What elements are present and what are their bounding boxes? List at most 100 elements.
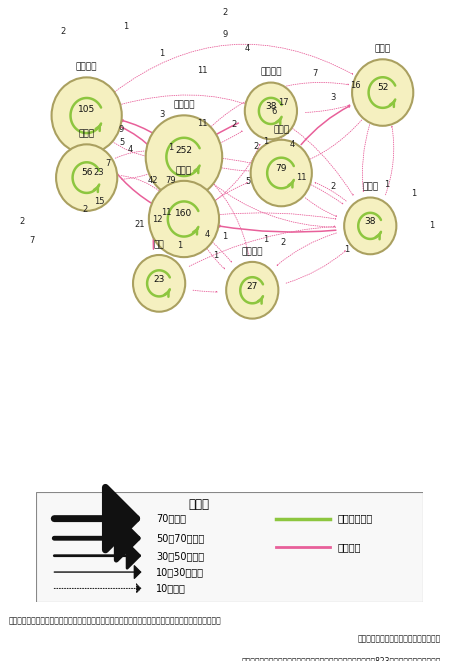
FancyArrowPatch shape: [165, 247, 166, 249]
Text: 2: 2: [231, 120, 237, 130]
Text: 11: 11: [197, 66, 208, 75]
FancyArrowPatch shape: [115, 150, 149, 158]
Text: 3: 3: [330, 93, 336, 102]
Text: 38: 38: [265, 102, 277, 111]
FancyArrowPatch shape: [120, 95, 353, 195]
Text: （注）１事業所につき、立地希望場所を最大２つ回答可能のため、ここでは単位を「件」としている。: （注）１事業所につき、立地希望場所を最大２つ回答可能のため、ここでは単位を「件」…: [9, 616, 222, 625]
Text: 資料：物流基礎調査（意向アンケート）: 資料：物流基礎調査（意向アンケート）: [358, 635, 441, 643]
Text: 大阪府下: 大阪府下: [173, 100, 195, 110]
FancyArrowPatch shape: [193, 290, 217, 292]
FancyArrowPatch shape: [286, 251, 346, 283]
Text: 7: 7: [29, 236, 34, 245]
Text: 2: 2: [254, 142, 259, 151]
FancyArrowPatch shape: [211, 241, 231, 262]
Text: 23: 23: [153, 274, 165, 284]
FancyArrowPatch shape: [177, 254, 178, 255]
Text: 79: 79: [275, 163, 287, 173]
Text: 他府県市: 他府県市: [338, 542, 361, 552]
FancyArrowPatch shape: [214, 145, 260, 202]
FancyArrowPatch shape: [386, 126, 394, 195]
Text: 9: 9: [119, 125, 124, 134]
Text: 1: 1: [177, 241, 183, 250]
FancyArrowPatch shape: [218, 213, 336, 219]
Text: 16: 16: [350, 81, 361, 90]
Text: 兵庫県下: 兵庫県下: [76, 63, 97, 71]
Text: 15: 15: [94, 197, 104, 206]
Text: 105: 105: [78, 105, 95, 114]
FancyArrowPatch shape: [177, 191, 184, 214]
Text: （新設・移転意向を回答した事業所のうち移転希望先を回答した823事業所のサンプル集計）: （新設・移転意向を回答した事業所のうち移転希望先を回答した823事業所のサンプル…: [242, 656, 441, 661]
Text: 42: 42: [148, 176, 158, 184]
Circle shape: [52, 77, 122, 154]
Text: 10～30件未満: 10～30件未満: [156, 567, 204, 577]
FancyArrowPatch shape: [184, 159, 189, 185]
Text: 11: 11: [296, 173, 307, 182]
FancyArrowPatch shape: [315, 182, 346, 201]
Text: 1: 1: [213, 251, 219, 260]
FancyArrowPatch shape: [301, 106, 350, 145]
FancyArrowPatch shape: [113, 44, 353, 93]
Text: 京都府下: 京都府下: [260, 67, 282, 77]
Text: 奈良県: 奈良県: [362, 182, 378, 192]
Text: 和歌山県: 和歌山県: [242, 247, 263, 256]
FancyArrowPatch shape: [111, 140, 149, 157]
Text: 4: 4: [204, 230, 210, 239]
Text: 2: 2: [330, 182, 336, 191]
Text: 21: 21: [134, 219, 145, 229]
Text: 12: 12: [152, 215, 163, 223]
FancyArrowPatch shape: [218, 120, 362, 171]
Text: 252: 252: [176, 146, 193, 155]
Text: 5: 5: [119, 138, 124, 147]
Circle shape: [146, 115, 222, 198]
FancyArrowPatch shape: [172, 182, 248, 251]
FancyArrowPatch shape: [306, 198, 336, 217]
Text: 2: 2: [60, 27, 66, 36]
Text: 23: 23: [94, 168, 104, 176]
FancyArrowPatch shape: [87, 116, 94, 144]
Text: 11: 11: [197, 119, 208, 128]
FancyArrowPatch shape: [216, 131, 242, 145]
FancyArrowPatch shape: [210, 181, 336, 227]
Text: 1: 1: [222, 232, 228, 241]
Text: 2: 2: [281, 237, 286, 247]
FancyArrowPatch shape: [207, 83, 348, 131]
Text: 1: 1: [263, 137, 268, 146]
FancyArrowPatch shape: [219, 158, 343, 204]
FancyBboxPatch shape: [36, 492, 423, 602]
Text: 滋賀県: 滋賀県: [374, 44, 391, 54]
FancyArrowPatch shape: [122, 120, 157, 136]
Text: 1: 1: [159, 50, 165, 58]
Text: 52: 52: [377, 83, 388, 92]
Text: 京都市: 京都市: [273, 125, 289, 134]
Text: 堪市: 堪市: [154, 240, 165, 249]
Text: 1: 1: [411, 188, 417, 198]
Text: 1: 1: [344, 245, 349, 254]
Text: 1: 1: [168, 143, 174, 152]
FancyArrowPatch shape: [362, 125, 369, 191]
Text: 17: 17: [278, 98, 289, 107]
Text: 3: 3: [159, 110, 165, 120]
Circle shape: [133, 255, 185, 312]
FancyArrowPatch shape: [277, 233, 336, 265]
Text: 79: 79: [166, 176, 176, 184]
FancyArrowPatch shape: [100, 149, 153, 204]
Circle shape: [245, 83, 297, 139]
Text: 1: 1: [123, 22, 129, 32]
Text: 神戸市: 神戸市: [79, 130, 95, 138]
FancyArrowPatch shape: [219, 225, 336, 232]
FancyArrowPatch shape: [122, 173, 153, 180]
Circle shape: [56, 144, 117, 211]
Text: 2: 2: [222, 8, 228, 17]
Text: 1: 1: [384, 180, 390, 190]
Text: 11: 11: [161, 208, 172, 217]
Text: 同一府県市内: 同一府県市内: [338, 514, 373, 524]
Text: 大阪市: 大阪市: [176, 166, 192, 175]
Text: 4: 4: [245, 44, 250, 54]
FancyArrowPatch shape: [79, 149, 86, 176]
FancyArrowPatch shape: [213, 123, 238, 137]
Circle shape: [149, 181, 219, 257]
Text: 凡　例: 凡 例: [188, 498, 209, 511]
Text: 70件以上: 70件以上: [156, 514, 186, 524]
Text: 1: 1: [263, 235, 268, 244]
FancyArrowPatch shape: [306, 105, 350, 112]
